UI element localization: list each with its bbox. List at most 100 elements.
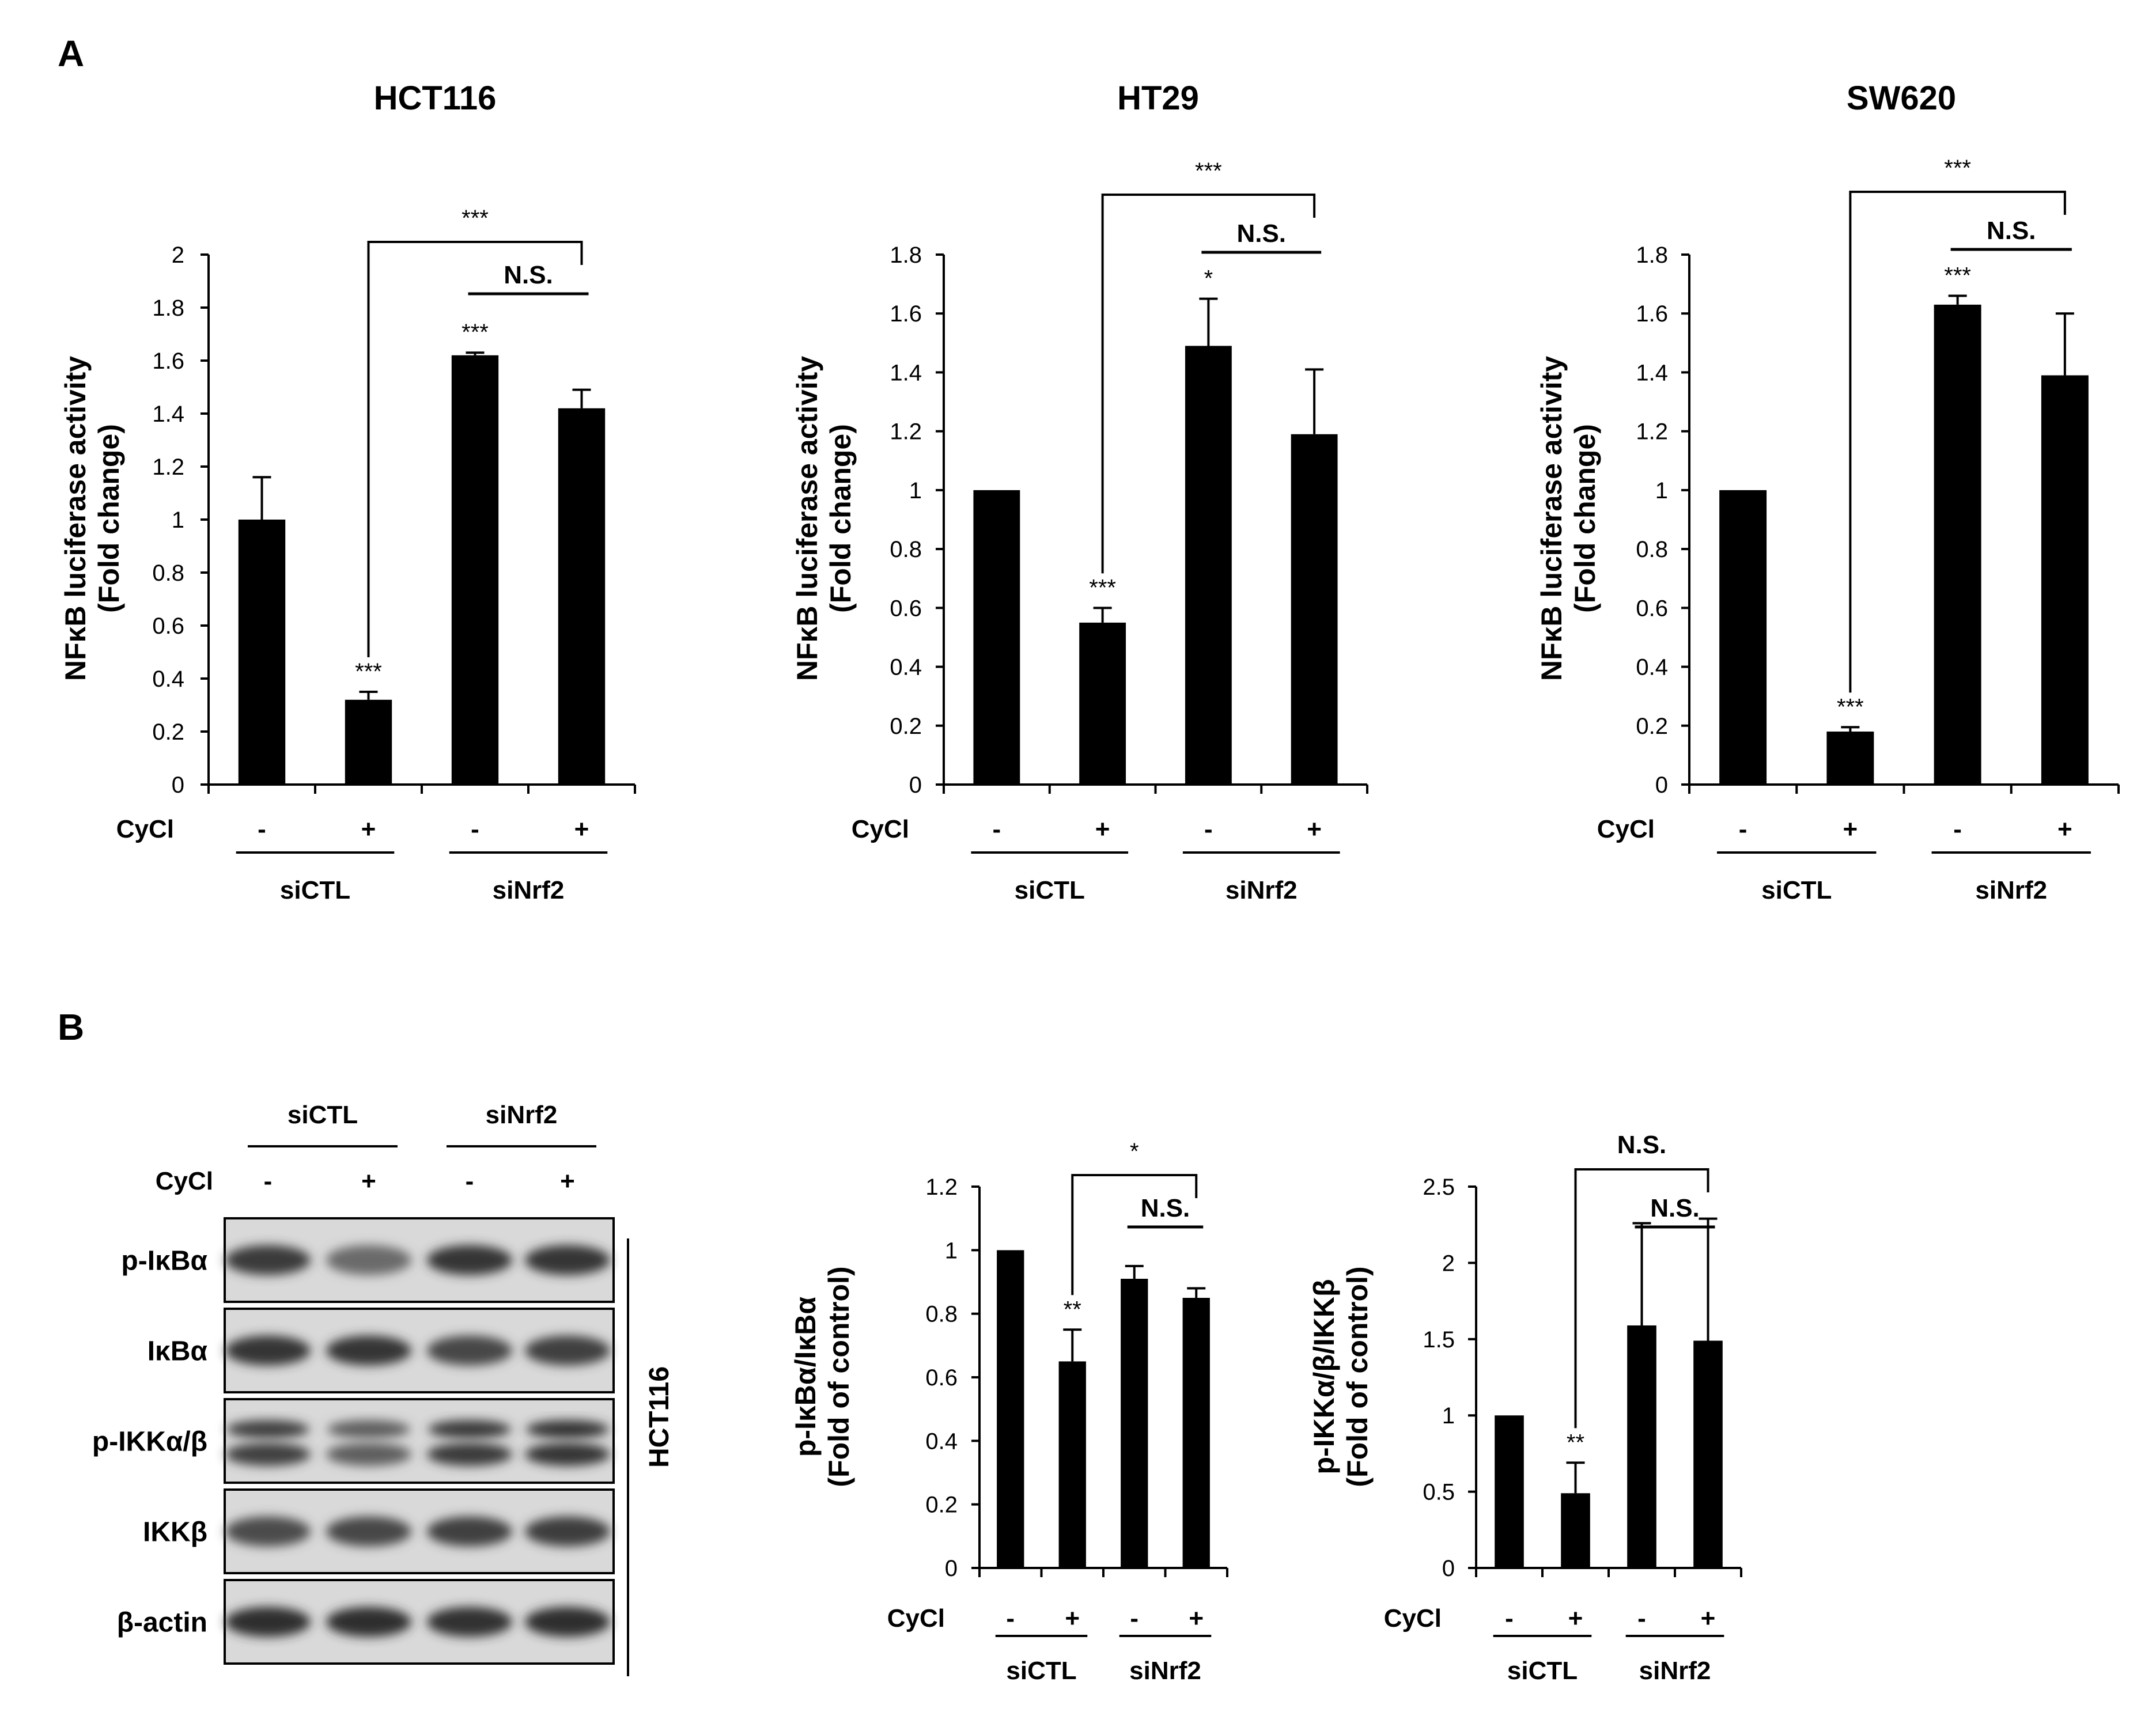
bar <box>1185 346 1232 785</box>
blot-band <box>525 1516 610 1547</box>
y-tick-label: 0.6 <box>890 596 922 621</box>
bar <box>345 699 392 785</box>
group-label: siNrf2 <box>493 876 565 904</box>
y-tick-label: 2 <box>172 243 184 268</box>
blot-band <box>427 1516 512 1547</box>
bar <box>2041 375 2089 785</box>
y-tick-label: 0.6 <box>1636 596 1668 621</box>
y-tick-label: 0 <box>945 1556 958 1581</box>
blot-band <box>326 1516 411 1547</box>
bar <box>1693 1340 1723 1568</box>
significance-bracket <box>1071 1174 1198 1295</box>
y-tick-label: 0.2 <box>890 714 922 739</box>
blot-band <box>326 1442 411 1466</box>
blot-band <box>225 1335 311 1366</box>
panel-b-letter: B <box>58 1006 84 1048</box>
blot-lane-label: + <box>560 1167 575 1195</box>
bar <box>1561 1493 1590 1568</box>
blot-band <box>427 1335 512 1366</box>
blot-group-label: siCTL <box>288 1101 358 1129</box>
y-tick-label: 1.6 <box>152 348 184 374</box>
y-tick-label: 0.5 <box>1423 1480 1455 1505</box>
y-tick-label: 1.2 <box>1636 419 1668 445</box>
bar <box>1826 732 1874 785</box>
blot-group-label: siNrf2 <box>486 1101 558 1129</box>
blot-band <box>526 1420 609 1439</box>
y-axis-title: NFκB luciferase activity(Fold change) <box>1535 356 1601 681</box>
y-axis-title-line2: (Fold of control) <box>823 1266 855 1487</box>
y-tick-label: 0.8 <box>1636 537 1668 562</box>
category-label: - <box>1953 815 1962 843</box>
blot-band <box>525 1245 610 1275</box>
category-label: + <box>1189 1604 1204 1632</box>
bar <box>1182 1298 1210 1568</box>
significance-bracket <box>1849 191 2066 693</box>
bar-significance: * <box>1204 266 1213 291</box>
condition-label: CyCl <box>852 815 909 843</box>
group-label: siNrf2 <box>1225 876 1298 904</box>
bar-significance: *** <box>1837 694 1864 719</box>
significance-bracket <box>367 241 583 657</box>
blot-row-label: IKKβ <box>143 1517 207 1548</box>
ns-label: N.S. <box>1987 217 2036 245</box>
bar <box>1627 1325 1656 1568</box>
blot-lane-label: - <box>466 1167 474 1195</box>
y-tick-label: 0.6 <box>925 1365 958 1391</box>
category-label: - <box>471 815 479 843</box>
y-tick-label: 1.8 <box>890 243 922 268</box>
y-tick-label: 1.8 <box>1636 243 1668 268</box>
panel-a-letter: A <box>58 33 84 74</box>
blot-row-label: IκBα <box>147 1336 208 1367</box>
blot-band <box>427 1442 512 1466</box>
blot-band <box>327 1420 410 1439</box>
bar <box>451 355 499 785</box>
y-tick-label: 1.2 <box>152 454 184 480</box>
chart-3: SW620 0 0.2 0.4 0.6 0.8 1 1.2 1.4 1.6 1.8 *** *** CyC… <box>1535 79 2120 904</box>
bar <box>997 1250 1024 1568</box>
group-label: siNrf2 <box>1129 1657 1201 1685</box>
y-tick-label: 1 <box>1655 478 1668 503</box>
y-axis-title: NFκB luciferase activity(Fold change) <box>791 356 857 681</box>
y-tick-label: 0.4 <box>152 666 184 692</box>
y-tick-label: 0 <box>1655 772 1668 798</box>
condition-label: CyCl <box>1384 1604 1442 1632</box>
blot-band <box>525 1335 610 1366</box>
blot-lane-label: - <box>264 1167 273 1195</box>
category-label: + <box>1095 815 1110 843</box>
y-tick-label: 1 <box>172 507 184 533</box>
blot-lane-label: + <box>361 1167 376 1195</box>
blot-band <box>225 1442 311 1466</box>
y-tick-label: 1.4 <box>152 401 184 427</box>
bracket-label: *** <box>1195 158 1222 184</box>
category-label: - <box>1637 1604 1646 1632</box>
bar-significance: ** <box>1567 1430 1584 1455</box>
y-tick-label: 2.5 <box>1423 1175 1455 1200</box>
y-tick-label: 1.4 <box>1636 360 1668 385</box>
y-tick-label: 0.4 <box>925 1429 958 1454</box>
blot-condition-label: CyCl <box>156 1167 213 1195</box>
blot-band <box>427 1607 512 1637</box>
y-tick-label: 0.4 <box>890 655 922 680</box>
y-tick-label: 1 <box>945 1238 958 1263</box>
y-axis-title: NFκB luciferase activity(Fold change) <box>59 356 125 681</box>
y-tick-label: 0.4 <box>1636 655 1668 680</box>
blot-band <box>525 1607 610 1637</box>
chart-title: HCT116 <box>374 79 497 117</box>
y-tick-label: 0.8 <box>152 560 184 586</box>
ns-label: N.S. <box>1650 1194 1700 1222</box>
y-tick-label: 1.6 <box>890 301 922 327</box>
ns-label: N.S. <box>504 261 553 289</box>
blot-band <box>427 1245 512 1275</box>
y-tick-label: 0.2 <box>925 1492 958 1518</box>
bracket-label: * <box>1130 1139 1139 1164</box>
category-label: - <box>993 815 1001 843</box>
bar-significance: *** <box>462 320 489 345</box>
y-axis-title-line2: (Fold change) <box>93 424 125 613</box>
bar <box>1121 1278 1148 1568</box>
blot-row-label: p-IκBα <box>121 1246 207 1276</box>
chart-1: HCT116 0 0.2 0.4 0.6 0.8 1 1.2 1.4 1.6 1.8 2 *** *** C… <box>59 79 636 904</box>
bar-significance: *** <box>1089 575 1116 600</box>
y-tick-label: 1.2 <box>925 1175 958 1200</box>
chart-title: SW620 <box>1847 79 1956 117</box>
